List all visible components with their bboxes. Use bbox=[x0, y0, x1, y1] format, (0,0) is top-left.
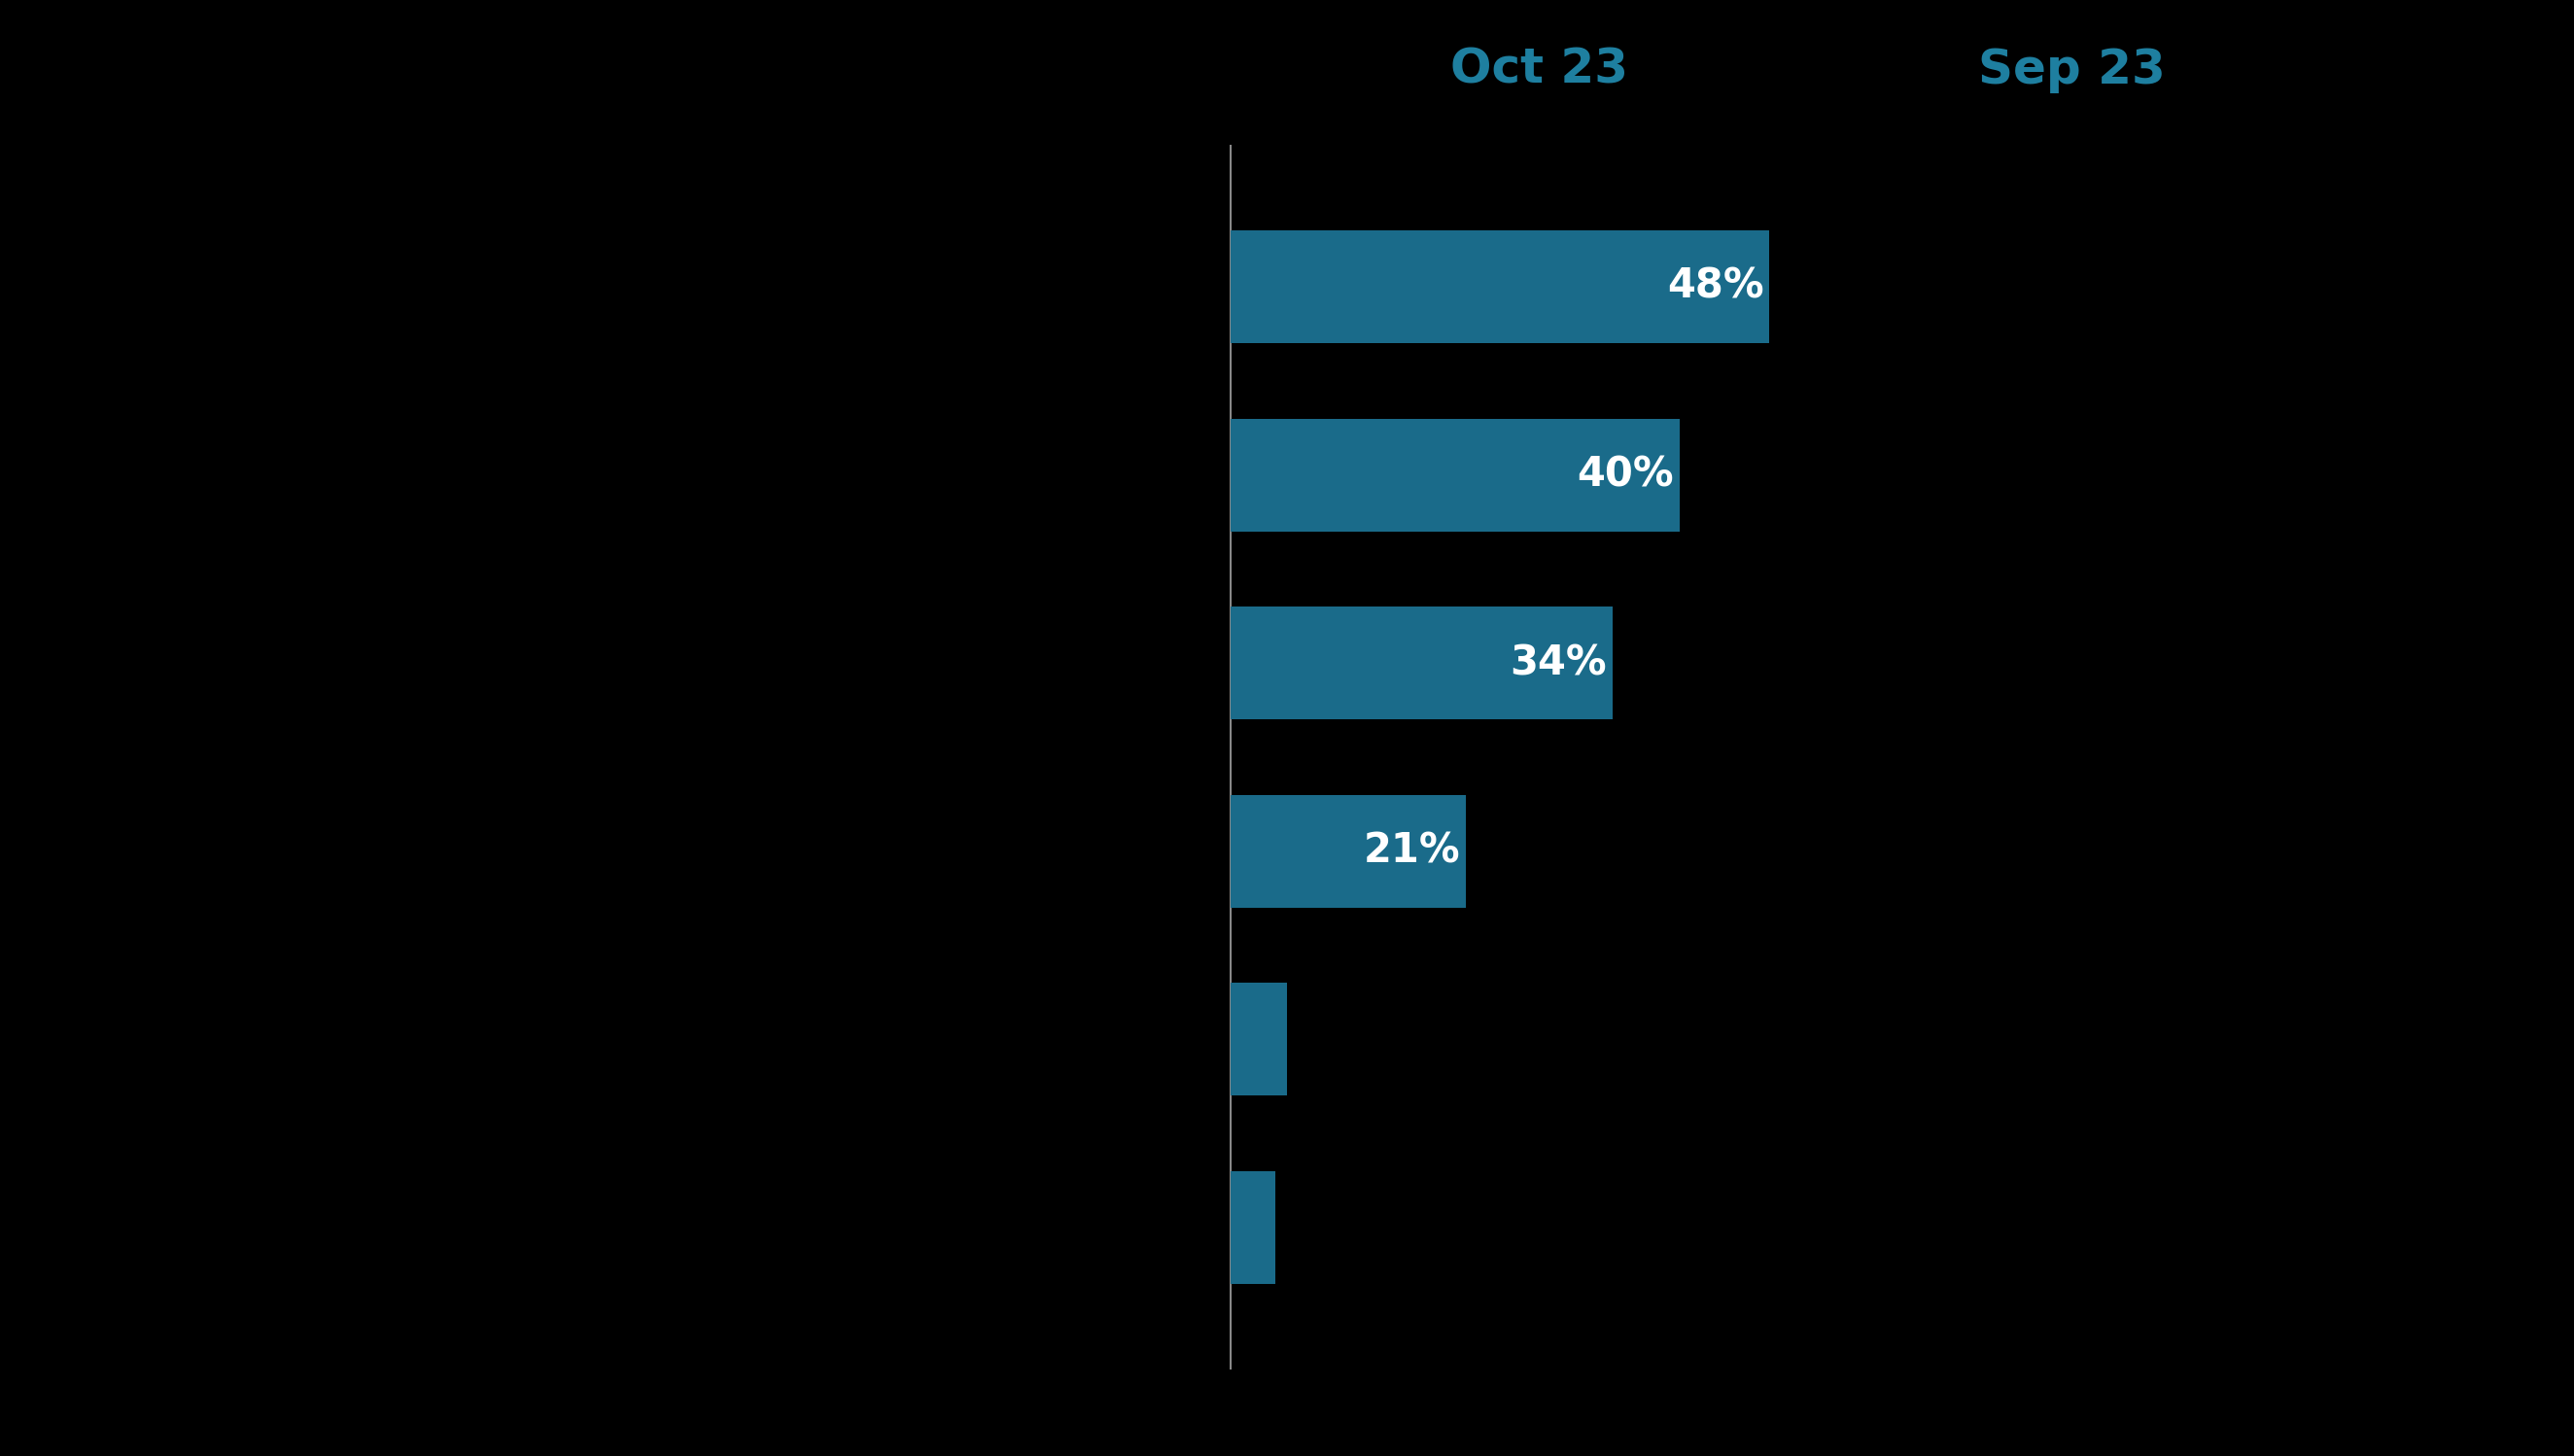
Bar bbox=[1230, 1171, 1274, 1284]
Text: 48%: 48% bbox=[1668, 266, 1763, 307]
Text: Sep 23: Sep 23 bbox=[1979, 47, 2165, 93]
Bar bbox=[1230, 418, 1681, 531]
Bar bbox=[1230, 795, 1467, 907]
Bar bbox=[1230, 983, 1287, 1096]
Bar bbox=[1230, 230, 1768, 344]
Text: Oct 23: Oct 23 bbox=[1449, 47, 1629, 93]
Bar bbox=[1230, 607, 1611, 719]
Text: 21%: 21% bbox=[1364, 831, 1459, 872]
Text: 34%: 34% bbox=[1511, 642, 1606, 683]
Text: 40%: 40% bbox=[1578, 454, 1673, 495]
